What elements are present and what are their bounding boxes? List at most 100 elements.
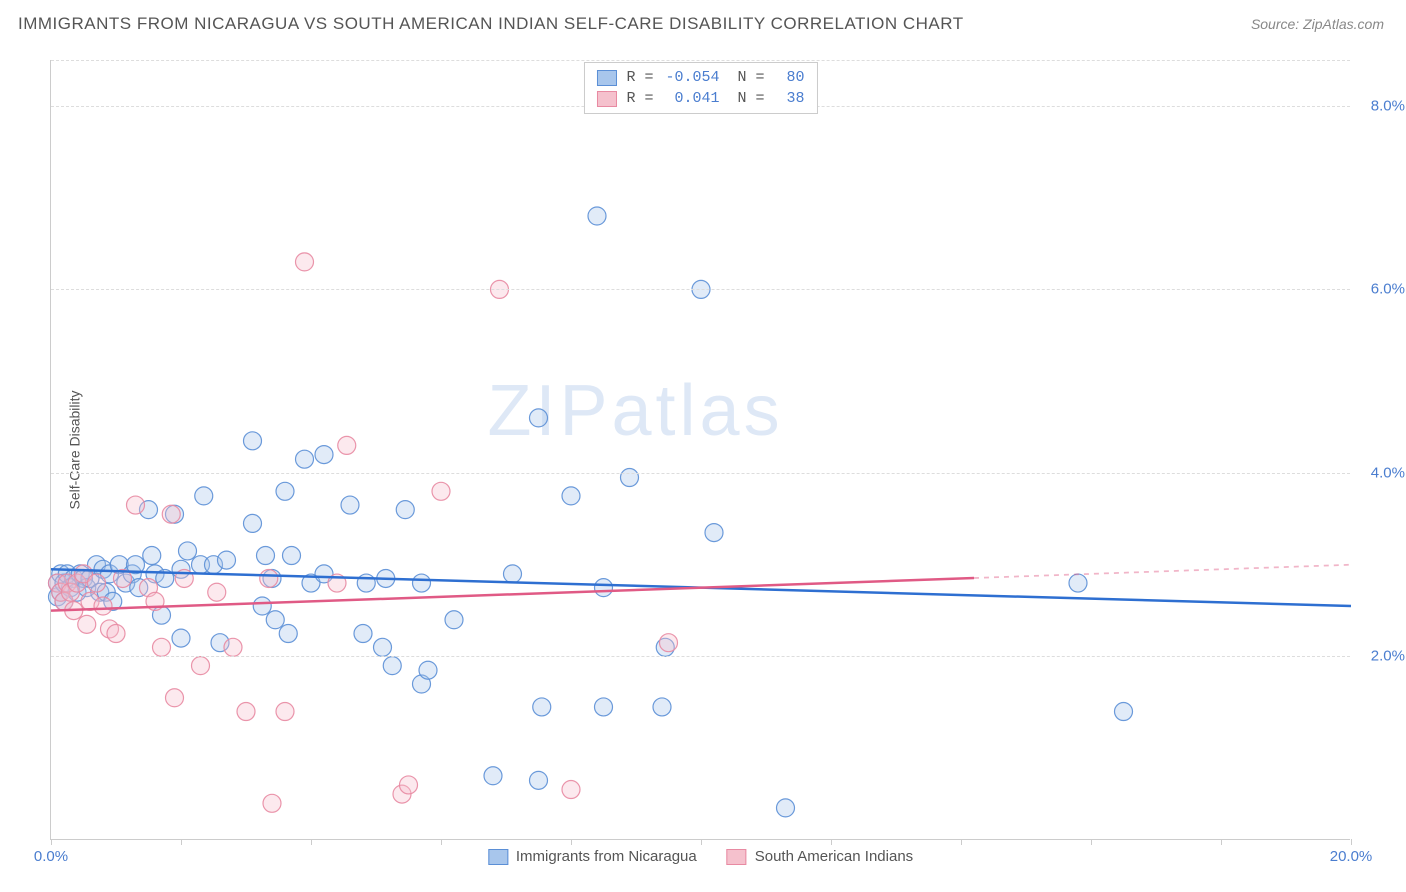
scatter-point xyxy=(595,579,613,597)
scatter-point xyxy=(400,776,418,794)
legend-stat-row: R = -0.054 N = 80 xyxy=(596,67,804,88)
legend-stats: R = -0.054 N = 80R = 0.041 N = 38 xyxy=(583,62,817,114)
x-tick xyxy=(1221,839,1222,845)
scatter-point xyxy=(533,698,551,716)
trend-line-extrapolated xyxy=(974,565,1351,578)
legend-swatch xyxy=(596,91,616,107)
x-tick xyxy=(51,839,52,845)
scatter-point xyxy=(276,482,294,500)
scatter-point xyxy=(244,432,262,450)
legend-series-label: South American Indians xyxy=(755,848,913,865)
scatter-point xyxy=(257,547,275,565)
scatter-point xyxy=(374,638,392,656)
scatter-point xyxy=(338,436,356,454)
scatter-point xyxy=(653,698,671,716)
scatter-point xyxy=(279,625,297,643)
scatter-point xyxy=(413,574,431,592)
grid-line xyxy=(51,289,1350,290)
scatter-point xyxy=(432,482,450,500)
scatter-point xyxy=(354,625,372,643)
scatter-point xyxy=(88,574,106,592)
scatter-point xyxy=(195,487,213,505)
scatter-point xyxy=(192,657,210,675)
plot-area: Self-Care Disability ZIPatlas R =-0.054N… xyxy=(50,60,1350,840)
source-attribution: Source: ZipAtlas.com xyxy=(1251,16,1384,32)
scatter-point xyxy=(419,661,437,679)
n-value: 80 xyxy=(775,67,805,88)
legend-series-item: South American Indians xyxy=(727,848,913,865)
scatter-point xyxy=(296,450,314,468)
scatter-point xyxy=(357,574,375,592)
x-tick xyxy=(311,839,312,845)
y-tick-label: 2.0% xyxy=(1355,648,1405,665)
y-tick-label: 8.0% xyxy=(1355,97,1405,114)
scatter-point xyxy=(208,583,226,601)
x-tick xyxy=(1351,839,1352,845)
scatter-point xyxy=(127,496,145,514)
scatter-point xyxy=(78,615,96,633)
scatter-point xyxy=(445,611,463,629)
r-value: 0.041 xyxy=(664,88,720,109)
grid-line xyxy=(51,473,1350,474)
scatter-point xyxy=(777,799,795,817)
scatter-point xyxy=(1115,703,1133,721)
scatter-point xyxy=(218,551,236,569)
scatter-point xyxy=(315,446,333,464)
scatter-point xyxy=(660,634,678,652)
r-label: R = xyxy=(626,67,653,88)
n-label: N = xyxy=(738,67,765,88)
r-value: -0.054 xyxy=(664,67,720,88)
x-tick-label: 0.0% xyxy=(34,848,68,865)
legend-series-item: Immigrants from Nicaragua xyxy=(488,848,697,865)
legend-series-label: Immigrants from Nicaragua xyxy=(516,848,697,865)
x-tick xyxy=(831,839,832,845)
scatter-point xyxy=(562,487,580,505)
legend-series: Immigrants from Nicaragua South American … xyxy=(488,848,913,865)
scatter-point xyxy=(179,542,197,560)
x-tick xyxy=(701,839,702,845)
x-tick xyxy=(961,839,962,845)
legend-stat-row: R =0.041N =38 xyxy=(596,88,804,109)
scatter-point xyxy=(396,501,414,519)
scatter-point xyxy=(588,207,606,225)
scatter-point xyxy=(263,794,281,812)
scatter-point xyxy=(283,547,301,565)
scatter-point xyxy=(253,597,271,615)
x-tick xyxy=(1091,839,1092,845)
y-tick-label: 6.0% xyxy=(1355,281,1405,298)
scatter-point xyxy=(260,569,278,587)
legend-swatch xyxy=(727,849,747,865)
n-value: 38 xyxy=(775,88,805,109)
scatter-point xyxy=(172,629,190,647)
scatter-point xyxy=(94,597,112,615)
scatter-point xyxy=(530,409,548,427)
scatter-point xyxy=(595,698,613,716)
scatter-point xyxy=(107,625,125,643)
legend-swatch xyxy=(596,70,616,86)
scatter-point xyxy=(162,505,180,523)
x-tick-label: 20.0% xyxy=(1330,848,1373,865)
scatter-point xyxy=(341,496,359,514)
scatter-point xyxy=(244,514,262,532)
scatter-point xyxy=(484,767,502,785)
y-tick-label: 4.0% xyxy=(1355,464,1405,481)
scatter-point xyxy=(296,253,314,271)
x-tick xyxy=(571,839,572,845)
legend-swatch xyxy=(488,849,508,865)
grid-line xyxy=(51,60,1350,61)
x-tick xyxy=(441,839,442,845)
grid-line xyxy=(51,656,1350,657)
scatter-point xyxy=(237,703,255,721)
chart-title: IMMIGRANTS FROM NICARAGUA VS SOUTH AMERI… xyxy=(18,14,964,34)
x-tick xyxy=(181,839,182,845)
scatter-point xyxy=(224,638,242,656)
r-label: R = xyxy=(626,88,653,109)
scatter-point xyxy=(562,781,580,799)
scatter-point xyxy=(530,771,548,789)
scatter-point xyxy=(621,469,639,487)
scatter-point xyxy=(383,657,401,675)
scatter-point xyxy=(266,611,284,629)
scatter-point xyxy=(276,703,294,721)
scatter-point xyxy=(153,638,171,656)
scatter-point xyxy=(1069,574,1087,592)
